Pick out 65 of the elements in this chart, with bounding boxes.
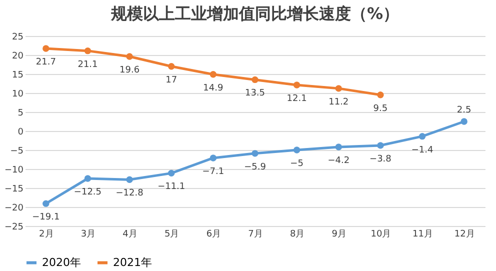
x-tick-label: 6月 <box>206 230 222 240</box>
point <box>377 142 384 149</box>
y-tick-label: −10 <box>4 166 24 176</box>
data-label: 21.1 <box>78 60 98 70</box>
point <box>168 170 175 177</box>
data-label: −12.8 <box>116 188 144 199</box>
y-tick-label: 15 <box>12 70 24 80</box>
data-label: 11.2 <box>328 97 349 108</box>
point <box>126 53 133 60</box>
point <box>168 63 175 70</box>
x-tick-label: 4月 <box>122 230 138 240</box>
point <box>252 76 258 84</box>
y-tick-label: 20 <box>12 52 24 62</box>
legend-label: 2021年 <box>113 256 152 269</box>
data-label: −12.5 <box>74 188 102 198</box>
x-tick-label: 3月 <box>80 230 96 240</box>
chart-title: 规模以上工业增加值同比增长速度（%） <box>110 4 400 23</box>
y-tick-label: 25 <box>12 32 24 42</box>
point <box>293 82 300 88</box>
point <box>252 150 258 157</box>
y-tick-label: 5 <box>18 108 24 118</box>
data-label: −4.2 <box>328 156 350 166</box>
x-tick-label: 9月 <box>332 230 347 240</box>
data-label: 14.9 <box>203 83 224 94</box>
point <box>293 146 300 154</box>
y-tick-label: 0 <box>18 128 24 138</box>
data-label: 17 <box>166 75 178 86</box>
x-tick-label: 11月 <box>412 230 433 240</box>
data-label: −11.1 <box>158 182 186 192</box>
y-tick-label: −25 <box>4 222 24 232</box>
point <box>210 71 217 78</box>
data-label: −5.9 <box>244 162 266 172</box>
point <box>377 92 384 98</box>
point <box>126 176 133 183</box>
point <box>210 154 217 162</box>
data-label: 9.5 <box>373 104 388 114</box>
y-tick-label: −5 <box>10 146 24 156</box>
y-tick-label: 10 <box>12 90 24 100</box>
x-tick-label: 10月 <box>370 230 392 240</box>
point <box>335 144 342 150</box>
point <box>42 200 50 207</box>
x-tick-label: 12月 <box>454 230 475 240</box>
legend-label: 2020年 <box>42 256 81 269</box>
data-label: −3.8 <box>370 154 392 164</box>
data-label: 12.1 <box>286 94 307 104</box>
x-tick-label: 2月 <box>39 230 54 240</box>
point <box>418 132 426 140</box>
data-label: −7.1 <box>202 166 224 177</box>
point <box>460 118 468 125</box>
data-label: 21.7 <box>36 58 56 68</box>
data-label: 19.6 <box>120 66 140 76</box>
data-label: 2.5 <box>456 106 472 116</box>
data-label: −1.4 <box>411 145 434 156</box>
data-label: 13.5 <box>244 88 266 99</box>
point <box>84 47 92 54</box>
x-tick-label: 8月 <box>290 230 305 240</box>
point <box>335 85 342 92</box>
data-label: −19.1 <box>32 212 60 223</box>
y-tick-label: −20 <box>4 204 24 214</box>
x-tick-label: 5月 <box>164 230 180 240</box>
data-label: −5 <box>290 159 304 169</box>
y-tick-label: −15 <box>4 184 24 194</box>
x-tick-label: 7月 <box>248 230 263 240</box>
point <box>84 175 92 182</box>
point <box>42 45 50 52</box>
